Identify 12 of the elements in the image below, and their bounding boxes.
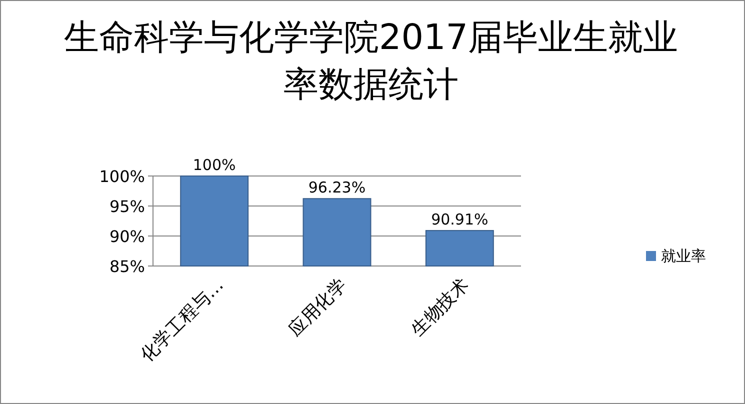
data-label: 96.23% — [308, 178, 366, 197]
data-label: 100% — [192, 156, 236, 174]
y-tick-label: 95% — [109, 197, 145, 216]
x-tick-label: 化学工程与… — [136, 274, 228, 366]
x-tick-label: 生物技术 — [407, 274, 474, 340]
y-tick-label: 100% — [99, 167, 145, 186]
y-tick-label: 90% — [109, 227, 145, 246]
x-tick-label: 应用化学 — [284, 274, 351, 340]
legend-label: 就业率 — [661, 247, 706, 265]
chart-title: 生命科学与化学学院2017届毕业生就业率数据统计 — [62, 17, 680, 107]
data-label: 90.91% — [431, 210, 488, 229]
y-tick-label: 85% — [109, 257, 145, 276]
